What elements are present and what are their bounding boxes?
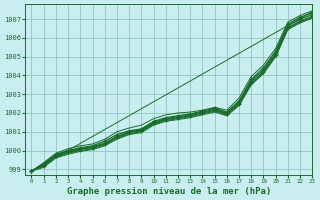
- X-axis label: Graphe pression niveau de la mer (hPa): Graphe pression niveau de la mer (hPa): [67, 187, 271, 196]
